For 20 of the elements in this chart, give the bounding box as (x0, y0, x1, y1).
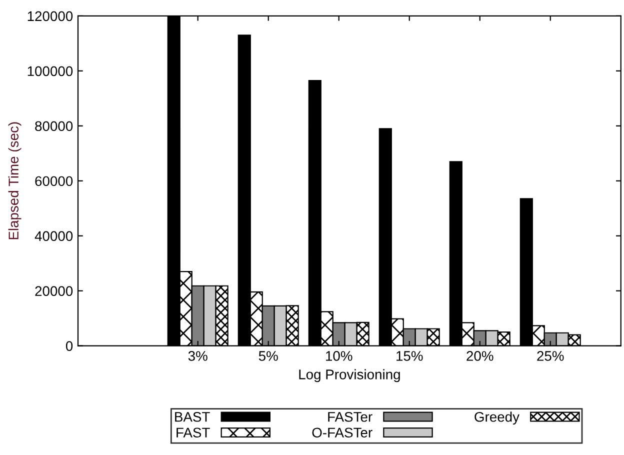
x-tick-label: 10% (326, 351, 352, 361)
x-tick-label: 15% (396, 351, 423, 361)
y-tick-label: 120000 (28, 11, 73, 22)
x-tick-label: 3% (188, 351, 208, 361)
y-tick-label: 60000 (35, 176, 73, 186)
y-tick-label: 20000 (35, 286, 73, 296)
y-axis-title: Elapsed Time (sec) (8, 122, 22, 240)
y-tick-label: 40000 (34, 231, 73, 242)
x-tick-label: 5% (258, 351, 278, 361)
legend-label: O-FASTer (312, 428, 372, 438)
x-tick-label: 20% (466, 351, 494, 361)
x-axis-title: Log Provisioning (299, 369, 400, 382)
legend-label: FAST (176, 428, 210, 438)
legend-label: FASTer (328, 412, 372, 422)
legend-label: BAST (175, 412, 210, 422)
y-tick-label: 80000 (35, 121, 73, 132)
y-tick-label: 100000 (28, 66, 73, 76)
x-tick-label: 25% (537, 351, 564, 361)
legend-label: Greedy (474, 412, 520, 425)
y-tick-label: 0 (66, 341, 73, 351)
